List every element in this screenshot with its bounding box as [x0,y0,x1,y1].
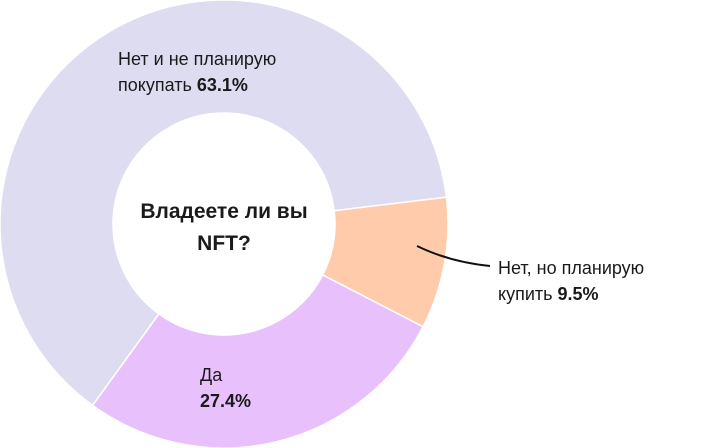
label-line1: Нет, но планирую [498,258,645,278]
value-label: 9.5% [557,284,599,304]
chart-title: Владеете ли вы NFT? [140,200,308,255]
label-no-but-planning: Нет, но планирую купить 9.5% [498,255,644,307]
label-yes: Да 27.4% [200,362,251,414]
slice-no-not-planning [0,0,448,407]
slice-yes [91,273,425,448]
label-line1: Да [200,365,223,385]
label-no-not-planning: Нет и не планирую покупать 63.1% [118,46,276,98]
value-label: 63.1% [196,75,248,95]
label-line1: Нет и не планирую [118,49,277,69]
value-label: 27.4% [200,391,252,411]
leader-line [416,245,491,267]
label-line2: покупать [118,75,192,95]
label-line2: купить [498,284,553,304]
